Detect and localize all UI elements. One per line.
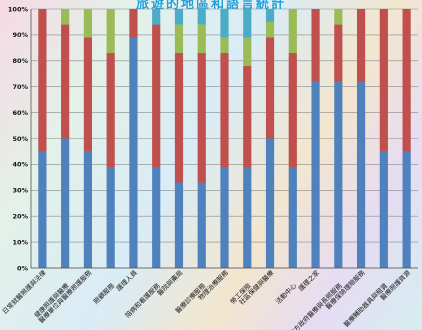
x-tick-label: 護理人員 bbox=[114, 268, 139, 293]
y-tick-label: 70% bbox=[12, 83, 28, 91]
bar-segment-series-2 bbox=[402, 9, 411, 152]
bar-segment-series-1 bbox=[174, 182, 184, 268]
bar-segment-series-3 bbox=[334, 9, 343, 25]
bar-segment-series-2 bbox=[152, 24, 161, 167]
bar-segment-series-1 bbox=[379, 151, 388, 268]
bar-segment-series-3 bbox=[61, 9, 70, 25]
bar-segment-series-3 bbox=[197, 24, 206, 54]
bar-segment-series-1 bbox=[334, 81, 343, 269]
y-tick-label: 40% bbox=[12, 161, 28, 169]
bar-segment-series-2 bbox=[288, 53, 297, 167]
bar-segment-series-1 bbox=[38, 151, 47, 268]
bar-segment-series-4 bbox=[243, 9, 252, 38]
y-tick-label: 80% bbox=[12, 57, 28, 65]
y-tick-label: 50% bbox=[12, 135, 28, 143]
bar-segment-series-2 bbox=[129, 9, 138, 38]
bar-segment-series-4 bbox=[265, 9, 275, 22]
bars bbox=[38, 9, 411, 269]
bar-segment-series-2 bbox=[220, 53, 229, 167]
x-tick-labels: 日常就醫照護與法律健康照護與醫療醫療單位與醫療照護服務照顧服務護理人員陪病和看護… bbox=[0, 268, 412, 330]
bar-segment-series-1 bbox=[106, 166, 115, 268]
bar-segment-series-3 bbox=[220, 37, 229, 54]
bar-segment-series-1 bbox=[129, 37, 138, 268]
bar-segment-series-2 bbox=[311, 9, 320, 82]
y-tick-label: 90% bbox=[12, 31, 28, 39]
bar-segment-series-2 bbox=[83, 37, 93, 152]
bar-segment-series-2 bbox=[38, 9, 47, 152]
bar-segment-series-1 bbox=[402, 151, 411, 268]
y-tick-label: 0% bbox=[17, 264, 29, 272]
bar-segment-series-1 bbox=[288, 166, 297, 268]
bar-segment-series-2 bbox=[379, 9, 388, 152]
bar-segment-series-2 bbox=[106, 53, 115, 167]
bar-segment-series-3 bbox=[83, 9, 93, 38]
bar-segment-series-3 bbox=[243, 37, 252, 66]
bar-segment-series-2 bbox=[265, 37, 275, 139]
y-tick-label: 10% bbox=[12, 238, 28, 246]
bar-segment-series-1 bbox=[83, 151, 93, 268]
bar-segment-series-2 bbox=[197, 53, 206, 183]
x-tick-label: 護理之家 bbox=[296, 268, 321, 293]
y-tick-labels: 0% 10% 20% 30% 40% 50% 60% 70% 80% 90% 100% bbox=[8, 5, 29, 272]
bar-segment-series-4 bbox=[197, 9, 206, 25]
bar-segment-series-1 bbox=[197, 182, 206, 268]
bar-segment-series-1 bbox=[356, 81, 366, 269]
y-tick-label: 20% bbox=[12, 213, 28, 221]
x-tick-label: 活動中心 bbox=[273, 281, 298, 306]
bar-segment-series-2 bbox=[356, 9, 366, 82]
bar-segment-series-4 bbox=[220, 9, 229, 38]
bar-segment-series-3 bbox=[174, 24, 184, 54]
bar-segment-series-1 bbox=[220, 166, 229, 268]
y-tick-label: 100% bbox=[8, 5, 29, 13]
bar-segment-series-1 bbox=[311, 81, 320, 269]
bar-segment-series-1 bbox=[265, 138, 275, 268]
bar-segment-series-3 bbox=[288, 9, 297, 54]
bar-segment-series-4 bbox=[174, 9, 184, 25]
bar-segment-series-2 bbox=[243, 65, 252, 167]
bar-segment-series-2 bbox=[334, 24, 343, 82]
chart-title: 旅遊的地區和語言統計 bbox=[135, 0, 286, 9]
bar-segment-series-1 bbox=[61, 138, 70, 268]
bar-segment-series-2 bbox=[174, 53, 184, 183]
axes bbox=[30, 9, 418, 269]
bar-segment-series-3 bbox=[265, 21, 275, 38]
y-tick-label: 60% bbox=[12, 109, 28, 117]
bar-segment-series-4 bbox=[152, 9, 161, 25]
bar-segment-series-1 bbox=[152, 166, 161, 268]
x-tick-label: 照顧服務 bbox=[91, 281, 116, 306]
bar-segment-series-3 bbox=[106, 9, 115, 54]
bar-segment-series-1 bbox=[243, 166, 252, 268]
x-tick-label: 醫院與藥局 bbox=[155, 268, 184, 297]
y-tick-label: 30% bbox=[12, 187, 28, 195]
x-tick-label: 陪病和看護服務 bbox=[123, 281, 162, 320]
bar-segment-series-2 bbox=[61, 24, 70, 139]
